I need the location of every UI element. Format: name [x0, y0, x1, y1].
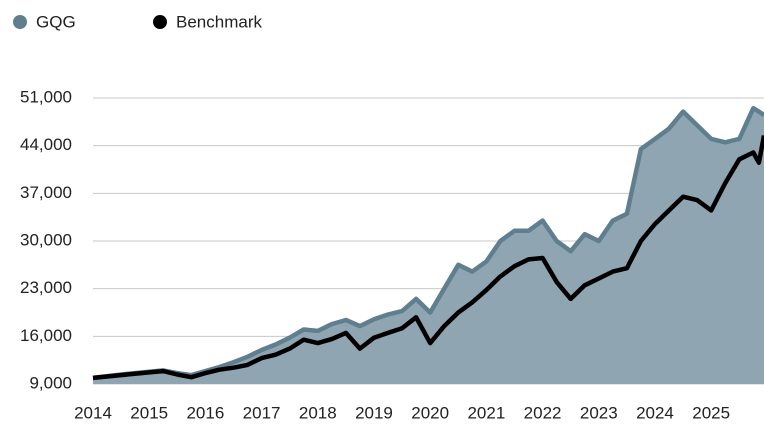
x-tick-label: 2025: [692, 403, 730, 422]
x-tick-label: 2019: [355, 403, 393, 422]
x-tick-label: 2015: [130, 403, 168, 422]
legend-marker: [13, 15, 27, 29]
x-tick-label: 2020: [411, 403, 449, 422]
series-line: [92, 105, 764, 381]
x-tick-label: 2014: [74, 403, 112, 422]
series-area: [93, 108, 764, 384]
y-tick-label: 9,000: [29, 373, 72, 392]
legend-marker: [153, 15, 167, 29]
y-tick-label: 23,000: [20, 278, 72, 297]
y-tick-label: 30,000: [20, 230, 72, 249]
x-tick-label: 2018: [299, 403, 337, 422]
series-line: [92, 135, 764, 381]
y-tick-label: 16,000: [20, 326, 72, 345]
x-tick-label: 2023: [580, 403, 618, 422]
x-tick-label: 2017: [243, 403, 281, 422]
x-tick-label: 2021: [467, 403, 505, 422]
y-tick-label: 51,000: [20, 87, 72, 106]
y-tick-label: 44,000: [20, 135, 72, 154]
legend-label: GQG: [36, 12, 76, 31]
legend-label: Benchmark: [176, 12, 262, 31]
x-tick-label: 2022: [524, 403, 562, 422]
y-tick-label: 37,000: [20, 183, 72, 202]
x-tick-label: 2024: [636, 403, 674, 422]
x-tick-label: 2016: [186, 403, 224, 422]
